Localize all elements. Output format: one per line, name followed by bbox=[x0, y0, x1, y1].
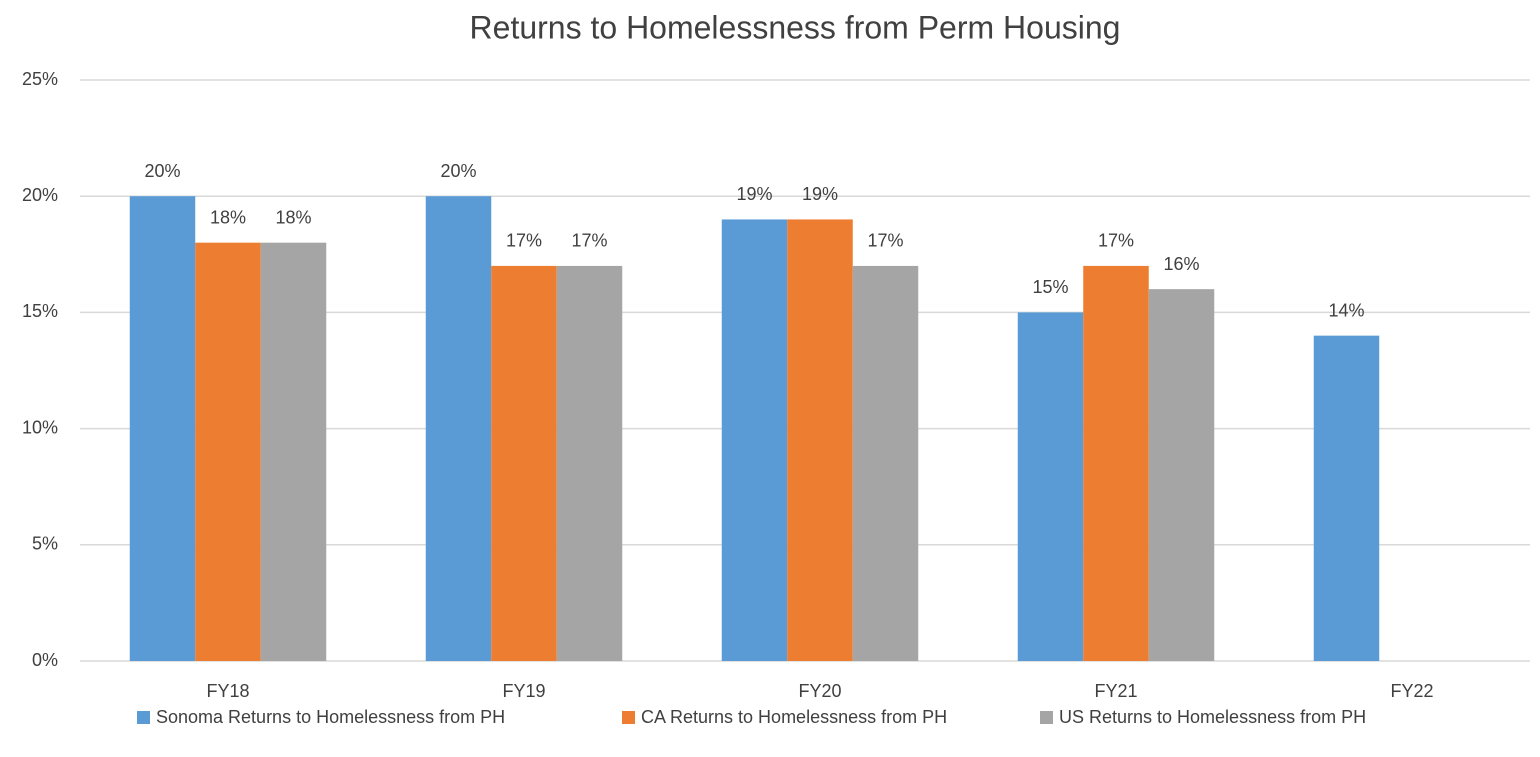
bar bbox=[721, 219, 788, 661]
x-tick-label: FY20 bbox=[798, 681, 841, 701]
bar bbox=[260, 242, 327, 661]
data-label: 17% bbox=[867, 231, 903, 251]
x-tick-label: FY21 bbox=[1094, 681, 1137, 701]
legend-swatch bbox=[1040, 711, 1053, 724]
chart-title: Returns to Homelessness from Perm Housin… bbox=[470, 9, 1121, 45]
data-label: 20% bbox=[144, 161, 180, 181]
data-label: 17% bbox=[571, 231, 607, 251]
x-tick-label: FY22 bbox=[1390, 681, 1433, 701]
data-label: 18% bbox=[275, 207, 311, 227]
data-label: 19% bbox=[802, 184, 838, 204]
x-tick-label: FY18 bbox=[206, 681, 249, 701]
y-tick-label: 15% bbox=[22, 301, 58, 321]
data-label: 15% bbox=[1032, 277, 1068, 297]
data-label: 17% bbox=[506, 231, 542, 251]
data-label: 20% bbox=[440, 161, 476, 181]
bar bbox=[852, 265, 919, 661]
y-tick-label: 10% bbox=[22, 417, 58, 437]
bar bbox=[1313, 335, 1380, 661]
bar bbox=[491, 265, 557, 661]
data-label: 18% bbox=[210, 207, 246, 227]
legend-label: US Returns to Homelessness from PH bbox=[1059, 707, 1366, 727]
legend-swatch bbox=[137, 711, 150, 724]
bar bbox=[1083, 265, 1149, 661]
x-tick-label: FY19 bbox=[502, 681, 545, 701]
bar bbox=[556, 265, 623, 661]
legend-label: CA Returns to Homelessness from PH bbox=[641, 707, 947, 727]
bar bbox=[129, 196, 196, 661]
y-tick-label: 0% bbox=[32, 650, 58, 670]
data-label: 17% bbox=[1098, 231, 1134, 251]
data-label: 19% bbox=[736, 184, 772, 204]
bar bbox=[787, 219, 853, 661]
bar bbox=[1148, 289, 1215, 661]
bar bbox=[195, 242, 261, 661]
data-label: 16% bbox=[1163, 254, 1199, 274]
data-label: 14% bbox=[1328, 300, 1364, 320]
legend-label: Sonoma Returns to Homelessness from PH bbox=[156, 707, 505, 727]
legend-swatch bbox=[622, 711, 635, 724]
y-tick-label: 20% bbox=[22, 185, 58, 205]
y-tick-label: 5% bbox=[32, 534, 58, 554]
bar bbox=[1017, 312, 1084, 661]
y-tick-label: 25% bbox=[22, 69, 58, 89]
bar bbox=[425, 196, 492, 661]
